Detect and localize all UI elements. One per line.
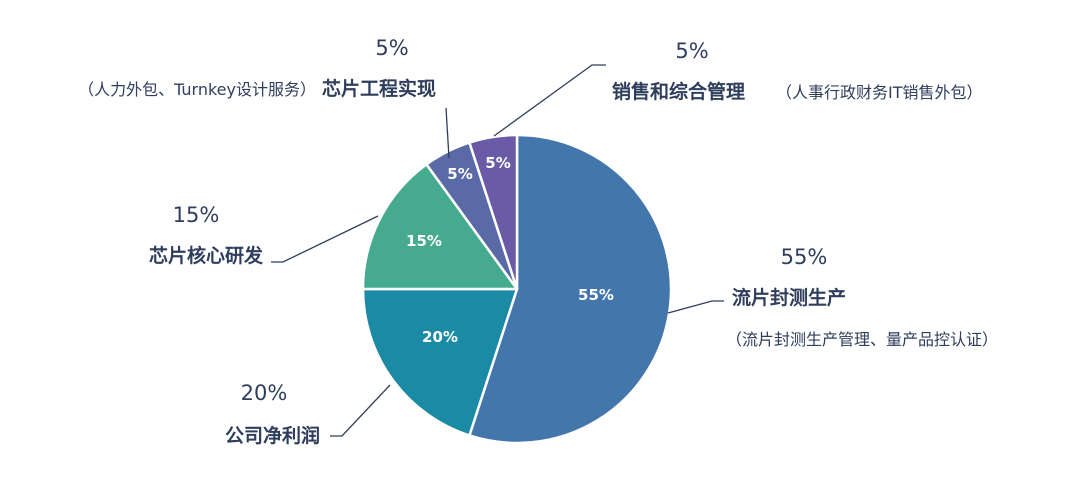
inner-label-sales-admin: 5% bbox=[485, 154, 510, 172]
outer-note-engineering: （人力外包、Turnkey设计服务） bbox=[78, 80, 316, 99]
pie-slices bbox=[361, 133, 673, 445]
outer-name-net-profit: 公司净利润 bbox=[225, 424, 320, 447]
outer-name-production: 流片封测生产 bbox=[732, 286, 846, 309]
leader-lines bbox=[271, 64, 724, 437]
outer-pct-engineering: 5% bbox=[375, 36, 408, 60]
leader-line-net-profit bbox=[330, 384, 391, 437]
inner-labels: 55% 20% 15% 5% 5% bbox=[406, 154, 614, 346]
outer-pct-net-profit: 20% bbox=[241, 381, 288, 405]
outer-pct-core-rd: 15% bbox=[173, 203, 220, 227]
outer-name-engineering: 芯片工程实现 bbox=[322, 77, 436, 100]
leader-line-production bbox=[667, 300, 724, 314]
slice-sales-admin bbox=[468, 133, 519, 291]
outer-pct-production: 55% bbox=[781, 245, 828, 269]
leader-line-engineering bbox=[445, 107, 450, 159]
outer-labels: 55% 流片封测生产 （流片封测生产管理、量产品控认证） 20% 公司净利润 1… bbox=[78, 36, 998, 447]
slice-core-rd bbox=[361, 163, 519, 291]
inner-label-core-rd: 15% bbox=[406, 232, 442, 250]
inner-label-production: 55% bbox=[578, 286, 614, 304]
leader-line-core-rd bbox=[271, 215, 379, 263]
outer-note-production: （流片封测生产管理、量产品控认证） bbox=[726, 330, 998, 349]
inner-label-net-profit: 20% bbox=[422, 328, 458, 346]
inner-label-engineering: 5% bbox=[447, 165, 472, 183]
leader-line-sales-admin bbox=[493, 64, 606, 137]
outer-name-core-rd: 芯片核心研发 bbox=[149, 244, 264, 267]
slice-net-profit bbox=[361, 287, 519, 437]
outer-pct-sales-admin: 5% bbox=[675, 39, 708, 63]
outer-note-sales-admin: （人事行政财务IT销售外包） bbox=[776, 83, 983, 102]
outer-name-sales-admin: 销售和综合管理 bbox=[612, 80, 745, 103]
